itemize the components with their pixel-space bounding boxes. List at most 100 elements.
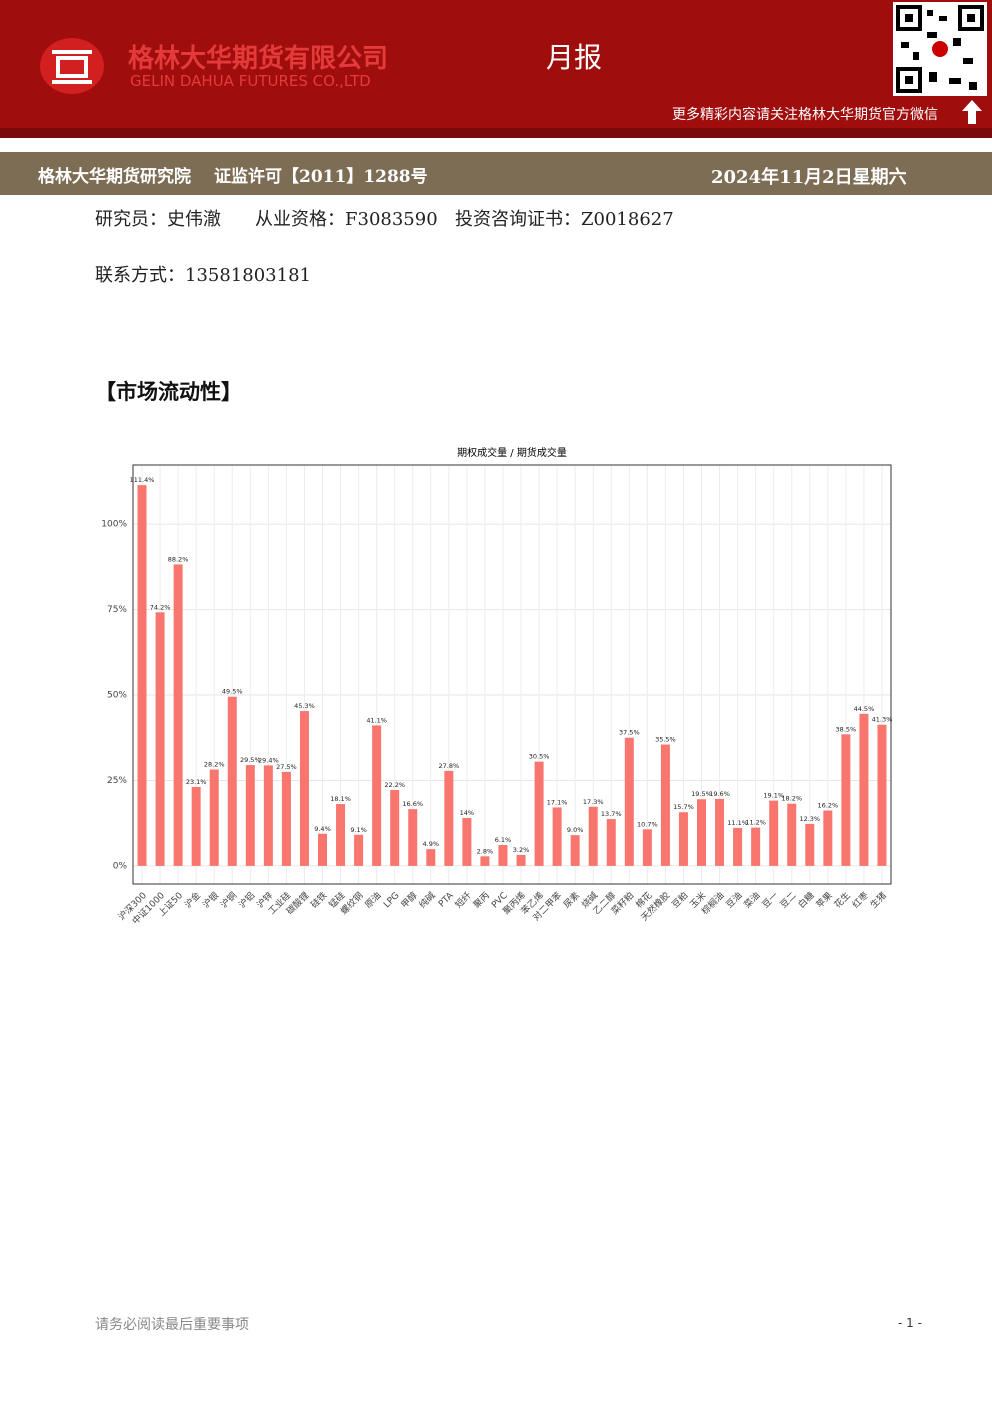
- data-label: 22.2%: [384, 781, 405, 789]
- license: 证监许可【2011】1288号: [214, 167, 428, 187]
- x-tick-label: 聚丙: [471, 890, 492, 911]
- bar: [787, 803, 797, 866]
- bar: [859, 713, 869, 866]
- data-label: 18.2%: [781, 795, 802, 803]
- data-label: 3.2%: [513, 846, 530, 854]
- x-tick-label: 豆一: [760, 890, 781, 911]
- bar: [660, 744, 670, 866]
- data-label: 11.2%: [745, 819, 766, 827]
- data-label: 14%: [460, 809, 474, 817]
- data-label: 13.7%: [601, 810, 622, 818]
- x-tick-label: 沪铝: [236, 889, 257, 910]
- bar: [462, 818, 472, 866]
- chart-title: 期权成交量 / 期货成交量: [457, 446, 567, 459]
- bar: [642, 829, 652, 866]
- bar: [733, 827, 743, 866]
- y-tick-label: 25%: [107, 776, 127, 786]
- x-tick-label: 菜油: [741, 889, 762, 910]
- bar: [570, 835, 580, 866]
- section-title: 【市场流动性】: [95, 380, 242, 404]
- bar: [841, 734, 851, 866]
- data-label: 35.5%: [655, 736, 676, 744]
- bar: [209, 769, 219, 866]
- x-tick-label: 豆粕: [669, 889, 690, 910]
- data-label: 41.1%: [366, 716, 387, 724]
- bar: [263, 765, 273, 866]
- bar: [877, 724, 887, 866]
- data-label: 29.4%: [258, 756, 279, 764]
- bar: [408, 809, 418, 866]
- data-label: 30.5%: [529, 753, 550, 761]
- banner-band: [0, 152, 992, 195]
- data-label: 16.2%: [818, 802, 839, 810]
- y-tick-label: 100%: [101, 520, 127, 530]
- company-en: GELIN DAHUA FUTURES CO.,LTD: [130, 72, 371, 90]
- bar: [697, 799, 706, 866]
- institute: 格林大华期货研究院: [38, 167, 191, 187]
- x-tick-label: 红枣: [850, 889, 871, 910]
- bar: [516, 854, 526, 866]
- data-label: 49.5%: [222, 688, 243, 696]
- x-tick-label: 硅铁: [308, 889, 329, 910]
- bar: [318, 833, 327, 866]
- x-tick-label: 豆油: [723, 889, 744, 910]
- data-label: 37.5%: [619, 729, 640, 737]
- company-cn: 格林大华期货有限公司: [128, 44, 389, 74]
- researcher: 研究员：史伟澈: [95, 209, 221, 230]
- data-label: 111.4%: [130, 476, 155, 484]
- data-label: 17.3%: [583, 798, 604, 806]
- bar: [606, 819, 616, 866]
- data-label: 27.5%: [276, 763, 297, 771]
- bar: [751, 827, 761, 866]
- bar: [715, 798, 725, 866]
- data-label: 29.5%: [240, 756, 261, 764]
- bar: [552, 807, 562, 866]
- data-label: 4.9%: [423, 840, 440, 848]
- data-label: 6.1%: [495, 836, 512, 844]
- bar: [137, 485, 147, 866]
- bar: [624, 737, 634, 866]
- qr-code: [893, 2, 987, 96]
- logo: [40, 38, 104, 94]
- x-tick-label: 甲醇: [398, 889, 419, 910]
- x-tick-label: 生猪: [868, 889, 889, 910]
- data-label: 17.1%: [547, 798, 568, 806]
- bar: [444, 770, 454, 866]
- x-tick-label: 豆二: [778, 890, 799, 911]
- header-edge: [0, 128, 992, 138]
- data-label: 45.3%: [294, 702, 315, 710]
- x-tick-label: 花生: [832, 889, 853, 910]
- bar: [372, 725, 382, 866]
- y-tick-label: 0%: [113, 861, 128, 871]
- page-number: - 1 -: [898, 1316, 922, 1330]
- bar: [480, 856, 490, 866]
- bar: [390, 790, 400, 866]
- bar: [336, 804, 346, 866]
- data-label: 19.6%: [709, 790, 730, 798]
- y-tick-label: 50%: [107, 691, 127, 701]
- bar: [805, 823, 815, 866]
- qualification: 从业资格：F3083590: [255, 209, 438, 230]
- chart: 期权成交量 / 期货成交量 0%25%50%75%100%111.4%沪深300…: [101, 446, 893, 927]
- bar: [769, 800, 779, 866]
- bar: [245, 765, 255, 866]
- x-tick-label: 沪铜: [218, 889, 239, 910]
- x-tick-label: 苹果: [813, 889, 834, 910]
- data-label: 16.6%: [402, 800, 423, 808]
- data-label: 27.8%: [439, 762, 460, 770]
- bar: [227, 696, 237, 866]
- x-tick-label: 短纤: [453, 889, 474, 910]
- data-label: 41.3%: [872, 716, 893, 724]
- bar: [281, 771, 291, 866]
- bar: [354, 834, 364, 866]
- x-tick-label: LPG: [382, 891, 401, 910]
- bar: [191, 786, 201, 866]
- x-tick-label: 尿素: [561, 889, 582, 910]
- data-label: 28.2%: [204, 761, 225, 769]
- x-tick-label: 沪金: [182, 889, 203, 910]
- x-tick-label: 沪银: [200, 889, 221, 910]
- data-label: 12.3%: [799, 815, 820, 823]
- data-label: 74.2%: [150, 603, 171, 611]
- date: 2024年11月2日星期六: [711, 167, 907, 188]
